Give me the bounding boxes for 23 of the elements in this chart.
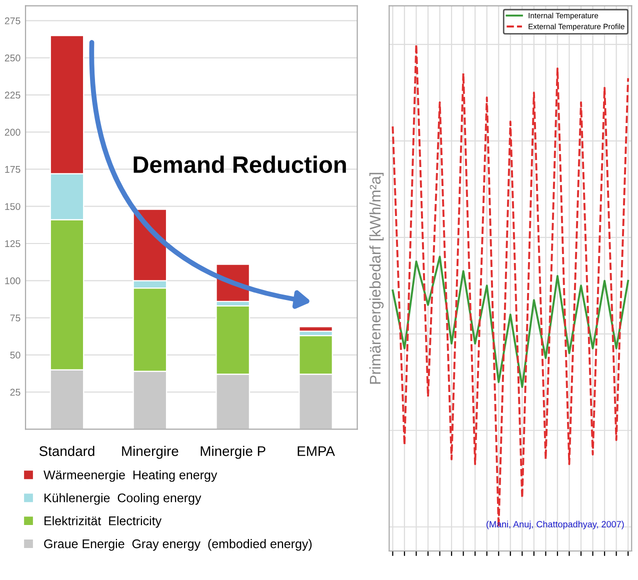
y-tick-label: 250 [4, 54, 20, 62]
y-axis-title: Primärenergiebedarf [kWh/m²a] [369, 172, 384, 384]
y-tick-label: 25 [10, 388, 20, 396]
y-tick-label: 175 [5, 166, 20, 173]
legend-label: Wärmeenergie Heating energy [44, 470, 218, 482]
y-tick-label: 150 [5, 203, 20, 210]
legend-label: Elektrizität Electricity [44, 516, 162, 528]
y-tick-label: 50 [10, 352, 20, 359]
x-tick-label: Minergire [122, 446, 178, 459]
annotation: Demand Reduction [134, 156, 346, 174]
y-tick-label: 275 [4, 17, 20, 24]
annotation: (Mani, Anuj, Chattopadhyay, 2007) [486, 520, 624, 530]
x-tick-label: Standard [39, 446, 94, 456]
y-tick-label: 100 [5, 277, 20, 284]
y-tick-label: 225 [4, 92, 20, 99]
bar [298, 326, 333, 332]
legend-label: Graue Energie Gray energy (embodied energy) [44, 539, 312, 551]
legend-label: Kühlenergie Cooling energy [44, 493, 202, 505]
y-tick-label: 125 [5, 240, 20, 248]
x-tick-label: EMPA [298, 446, 335, 456]
y-tick-label: 200 [4, 128, 20, 136]
y-tick-label: 75 [10, 314, 20, 322]
x-tick-label: Minergie P [200, 446, 266, 459]
